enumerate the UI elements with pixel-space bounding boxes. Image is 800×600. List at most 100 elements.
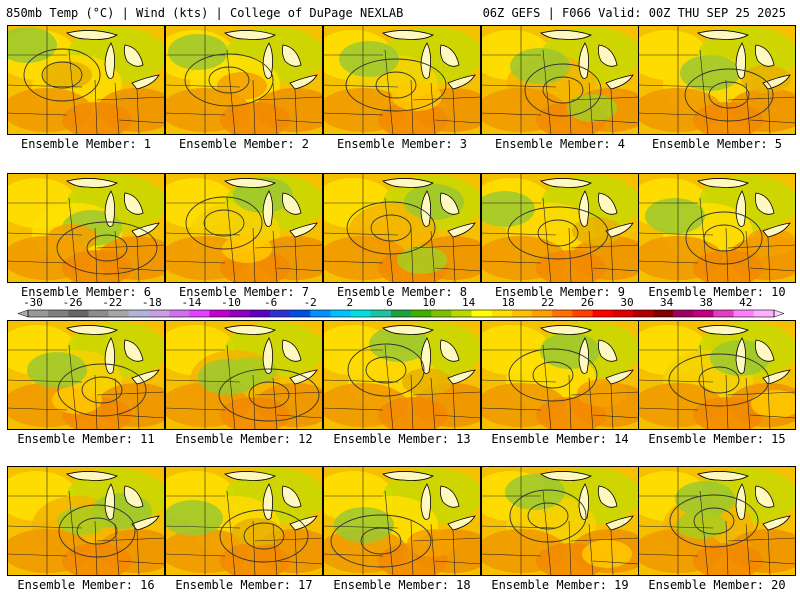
- ensemble-member-panel: Ensemble Member: 9: [481, 173, 639, 305]
- ensemble-member-label: Ensemble Member: 18: [333, 578, 471, 592]
- member-map: [323, 466, 481, 576]
- colorbar-tick-label: -26: [63, 296, 83, 309]
- ensemble-member-label: Ensemble Member: 10: [648, 285, 786, 299]
- ensemble-member-label: Ensemble Member: 3: [336, 137, 468, 151]
- member-map: [165, 25, 323, 135]
- member-map: [638, 320, 796, 430]
- colorbar-segment: [310, 310, 331, 317]
- ensemble-member-label: Ensemble Member: 1: [20, 137, 152, 151]
- colorbar-tick-label: -14: [181, 296, 201, 309]
- colorbar-segment: [552, 310, 573, 317]
- temperature-colorbar: -30 -26 -22 -18 -14 -10 -6 -2 2 6 10 14 18 22 26 30 34 38…: [17, 296, 785, 318]
- ensemble-member-panel: Ensemble Member: 17: [165, 466, 323, 598]
- colorbar-tick-label: 34: [660, 296, 674, 309]
- colorbar-tick-label: 18: [502, 296, 515, 309]
- colorbar-segment: [28, 310, 49, 317]
- member-map: [7, 173, 165, 283]
- colorbar-tick-label: -2: [304, 296, 317, 309]
- colorbar-tick-label: -18: [142, 296, 162, 309]
- ensemble-member-label: Ensemble Member: 2: [178, 137, 310, 151]
- colorbar-segment: [390, 310, 412, 317]
- colorbar-tick-label: 42: [739, 296, 752, 309]
- member-map: [323, 173, 481, 283]
- colorbar-segment: [209, 310, 230, 317]
- colorbar-tick-label: 2: [346, 296, 353, 309]
- ensemble-member-label: Ensemble Member: 15: [648, 432, 786, 446]
- ensemble-member-panel: Ensemble Member: 11: [7, 320, 165, 452]
- colorbar-tick-label: 14: [462, 296, 476, 309]
- member-map: [481, 320, 639, 430]
- ensemble-member-label: Ensemble Member: 17: [175, 578, 313, 592]
- colorbar-tick-label: 26: [581, 296, 594, 309]
- member-map: [323, 320, 481, 430]
- ensemble-member-panel: Ensemble Member: 14: [481, 320, 639, 452]
- colorbar-segment: [229, 310, 251, 317]
- member-map: [7, 25, 165, 135]
- colorbar-segment: [532, 310, 553, 317]
- ensemble-member-panel: Ensemble Member: 6: [7, 173, 165, 305]
- colorbar-segment: [108, 310, 130, 317]
- colorbar-tick-label: 22: [541, 296, 554, 309]
- colorbar-segment: [431, 310, 452, 317]
- colorbar-segment: [269, 310, 291, 317]
- member-map: [481, 466, 639, 576]
- ensemble-member-panel: Ensemble Member: 2: [165, 25, 323, 157]
- ensemble-member-label: Ensemble Member: 13: [333, 432, 471, 446]
- colorbar-segment: [612, 310, 634, 317]
- colorbar-segment: [673, 310, 694, 317]
- colorbar-tick-label: 6: [386, 296, 393, 309]
- colorbar-segment: [451, 310, 472, 317]
- colorbar-tick-label: 38: [700, 296, 713, 309]
- ensemble-member-panel: Ensemble Member: 16: [7, 466, 165, 598]
- colorbar-segment: [330, 310, 351, 317]
- member-map: [481, 173, 639, 283]
- member-map: [7, 466, 165, 576]
- ensemble-member-label: Ensemble Member: 4: [494, 137, 626, 151]
- ensemble-member-label: Ensemble Member: 16: [17, 578, 155, 592]
- colorbar-segment: [592, 310, 614, 317]
- member-map: [165, 466, 323, 576]
- ensemble-member-panel: Ensemble Member: 12: [165, 320, 323, 452]
- colorbar-segment: [290, 310, 311, 317]
- member-map: [638, 173, 796, 283]
- colorbar-tick-label: 10: [422, 296, 435, 309]
- ensemble-member-panel: Ensemble Member: 13: [323, 320, 481, 452]
- member-map: [7, 320, 165, 430]
- ensemble-member-panel: Ensemble Member: 10: [638, 173, 796, 305]
- ensemble-member-label: Ensemble Member: 9: [494, 285, 626, 299]
- ensemble-member-label: Ensemble Member: 7: [178, 285, 310, 299]
- member-map: [481, 25, 639, 135]
- member-map: [323, 25, 481, 135]
- ensemble-member-label: Ensemble Member: 12: [175, 432, 313, 446]
- colorbar-segment: [148, 310, 170, 317]
- member-map: [638, 466, 796, 576]
- colorbar-tick-label: -6: [264, 296, 277, 309]
- colorbar-segment: [370, 310, 392, 317]
- colorbar-tick-label: -30: [23, 296, 43, 309]
- ensemble-member-panel: Ensemble Member: 20: [638, 466, 796, 598]
- colorbar-segment: [653, 310, 674, 317]
- colorbar-tick-label: -10: [221, 296, 241, 309]
- member-map: [638, 25, 796, 135]
- colorbar-segment: [471, 310, 493, 317]
- ensemble-member-label: Ensemble Member: 8: [336, 285, 468, 299]
- colorbar-segment: [753, 310, 775, 317]
- colorbar-segment: [572, 310, 593, 317]
- colorbar-segment: [411, 310, 432, 317]
- colorbar-segment: [491, 310, 513, 317]
- colorbar-tick-label: 30: [620, 296, 633, 309]
- header-title: 850mb Temp (°C) | Wind (kts) | College o…: [6, 6, 404, 20]
- colorbar-segment: [48, 310, 69, 317]
- colorbar-segment: [632, 310, 654, 317]
- ensemble-member-label: Ensemble Member: 19: [491, 578, 629, 592]
- colorbar-segment: [128, 310, 150, 317]
- ensemble-member-panel: Ensemble Member: 15: [638, 320, 796, 452]
- ensemble-member-panel: Ensemble Member: 18: [323, 466, 481, 598]
- ensemble-member-panel: Ensemble Member: 1: [7, 25, 165, 157]
- colorbar-segment: [350, 310, 372, 317]
- colorbar-segment: [169, 310, 190, 317]
- colorbar-segment: [693, 310, 714, 317]
- member-map: [165, 173, 323, 283]
- colorbar-tick-label: -22: [102, 296, 122, 309]
- colorbar-segment: [733, 310, 755, 317]
